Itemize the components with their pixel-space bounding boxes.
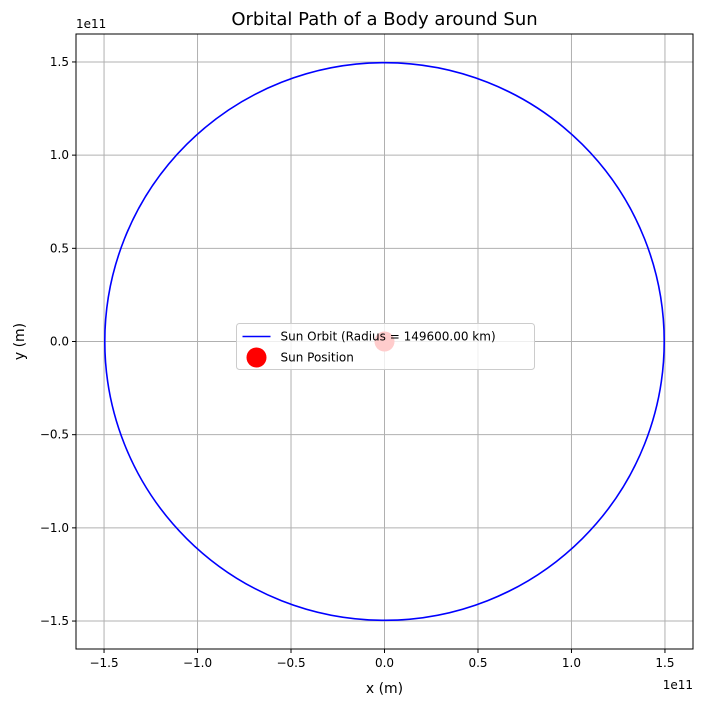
x-axis-label: x (m) xyxy=(366,681,403,697)
legend-label: Sun Position xyxy=(281,351,354,365)
y-tick-label: 0.5 xyxy=(50,241,69,255)
x-tick-label: −1.0 xyxy=(183,656,212,670)
legend-box xyxy=(236,323,535,370)
y-tick-label: −0.5 xyxy=(40,428,69,442)
x-tick-label: 0.5 xyxy=(468,656,487,670)
chart-title: Orbital Path of a Body around Sun xyxy=(231,9,537,30)
y-tick-label: 1.5 xyxy=(50,55,69,69)
y-tick-label: −1.0 xyxy=(40,521,69,535)
x-tick-label: 1.0 xyxy=(562,656,581,670)
y-axis-label: y (m) xyxy=(12,323,28,360)
x-tick-label: 0.0 xyxy=(375,656,394,670)
legend-label: Sun Orbit (Radius = 149600.00 km) xyxy=(281,330,496,344)
x-tick-label: 1.5 xyxy=(655,656,674,670)
x-offset-label: 1e11 xyxy=(663,678,693,692)
x-tick-label: −0.5 xyxy=(276,656,305,670)
x-tick-label: −1.5 xyxy=(89,656,118,670)
orbit-line xyxy=(103,61,666,622)
legend: Sun Orbit (Radius = 149600.00 km) Sun Pos… xyxy=(236,323,535,370)
y-tick-label: 1.0 xyxy=(50,148,69,162)
ticks: −1.5 −1.0 −0.5 0.0 0.5 1.0 1.5 1.5 1.0 0.5 0.0 −0.5… xyxy=(40,55,675,670)
legend-marker-swatch xyxy=(246,347,267,368)
y-offset-label: 1e11 xyxy=(76,17,106,31)
y-tick-label: 0.0 xyxy=(50,335,69,349)
y-tick-label: −1.5 xyxy=(40,614,69,628)
